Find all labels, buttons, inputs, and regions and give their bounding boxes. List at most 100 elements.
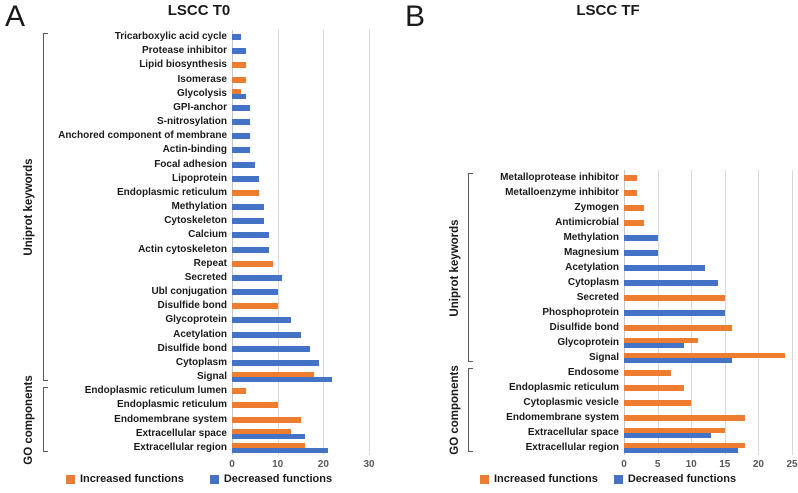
category-label: S-nitrosylation: [156, 116, 227, 127]
category-label: Extracellular space: [135, 427, 227, 439]
group-bracket-tick: [43, 33, 48, 34]
bar-increased: [624, 414, 745, 421]
gridline: [724, 170, 726, 455]
legend-decreased-label: Decreased functions: [223, 473, 333, 485]
category-label: Metalloenzyme inhibitor: [505, 187, 619, 198]
category-label: Extracellular region: [133, 441, 227, 453]
panel-a-title: LSCC T0: [167, 2, 231, 19]
category-label: Tricarboxylic acid cycle: [114, 31, 227, 42]
bar-increased: [232, 402, 278, 409]
bar-decreased: [232, 331, 301, 338]
gridline: [277, 30, 279, 455]
category-label: Calcium: [188, 229, 227, 241]
category-label: Endomembrane system: [114, 413, 227, 425]
bar-increased: [624, 174, 638, 181]
category-label: Methylation: [171, 201, 227, 212]
category-label: Disulfide bond: [157, 300, 227, 312]
category-label: Glycolysis: [176, 87, 227, 99]
x-tick-label: 20: [317, 459, 329, 470]
bar-decreased: [232, 447, 328, 453]
category-label: Endomembrane system: [506, 412, 619, 423]
category-label: Actin cytoskeleton: [138, 243, 227, 255]
bar-decreased: [232, 218, 264, 225]
category-label: Endoplasmic reticulum lumen: [84, 385, 227, 397]
bar-increased: [624, 384, 685, 391]
category-label: Glycoprotein: [165, 314, 227, 326]
legend-item-decreased: Decreased functions: [613, 473, 736, 485]
category-label: Endosome: [567, 367, 619, 378]
legend-item-increased: Increased functions: [65, 473, 184, 485]
bar-decreased: [624, 249, 658, 256]
bar-decreased: [624, 264, 705, 271]
group-bracket-tick: [43, 387, 48, 389]
group-label: GO components: [23, 374, 35, 465]
bar-increased: [624, 337, 698, 343]
decreased-swatch-icon: [209, 474, 219, 484]
bar-increased: [232, 372, 315, 378]
category-label: Lipoprotein: [172, 172, 227, 184]
category-label: GPI-anchor: [173, 101, 227, 113]
group-bracket: [468, 173, 469, 362]
category-label: Secreted: [576, 292, 619, 303]
x-tick-label: 10: [272, 459, 284, 470]
panel-b-letter: B: [405, 0, 426, 33]
group-label: GO components: [449, 365, 461, 455]
panel-a-letter: A: [5, 0, 26, 33]
bar-increased: [232, 189, 260, 196]
group-label: Uniprot keywords: [449, 218, 461, 317]
bar-decreased: [232, 359, 319, 366]
group-bracket-tick: [43, 380, 48, 382]
gridline: [323, 30, 325, 455]
panel-a: A LSCC T0 Increased functions Decreased …: [0, 0, 398, 493]
bar-increased: [624, 399, 692, 406]
group-bracket-tick: [468, 173, 473, 174]
group-bracket-tick: [468, 368, 473, 369]
bar-decreased: [624, 357, 732, 363]
bar-decreased: [232, 377, 333, 383]
group-bracket-tick: [468, 361, 473, 362]
bar-decreased: [624, 279, 719, 286]
bar-increased: [624, 369, 672, 376]
category-label: Disulfide bond: [549, 322, 619, 333]
category-label: Glycoprotein: [557, 337, 619, 348]
category-label: Protease inhibitor: [141, 45, 227, 57]
group-bracket: [43, 387, 44, 452]
category-label: Cytoplasmic vesicle: [523, 397, 619, 408]
bar-increased: [624, 324, 732, 331]
bar-decreased: [232, 93, 246, 99]
x-tick-label: 20: [752, 459, 764, 470]
category-label: Isomerase: [177, 73, 227, 85]
bar-increased: [624, 352, 786, 358]
bar-increased: [232, 303, 278, 310]
bar-decreased: [624, 447, 739, 453]
bar-increased: [232, 260, 274, 267]
category-label: Antimicrobial: [555, 217, 619, 228]
gridline: [792, 170, 793, 455]
category-label: Extracellular region: [525, 442, 619, 453]
bar-decreased: [232, 175, 260, 182]
bar-increased: [232, 62, 246, 69]
bar-increased: [232, 442, 306, 448]
x-tick-label: 15: [719, 459, 731, 470]
bar-decreased: [624, 309, 725, 316]
bar-decreased: [624, 432, 712, 438]
panel-a-legend: Increased functions Decreased functions: [0, 473, 398, 485]
bar-increased: [624, 204, 645, 211]
bar-decreased: [232, 246, 269, 253]
gridline: [758, 170, 760, 455]
category-label: Acetylation: [173, 328, 227, 340]
bar-increased: [624, 442, 745, 448]
legend-item-increased: Increased functions: [479, 473, 598, 485]
bar-decreased: [232, 119, 251, 126]
bar-decreased: [232, 161, 255, 168]
group-bracket-tick: [468, 451, 473, 452]
category-label: Disulfide bond: [157, 342, 227, 354]
x-tick-label: 10: [685, 459, 697, 470]
category-label: Actin-binding: [162, 144, 227, 156]
bar-decreased: [232, 289, 278, 296]
category-label: Ubl conjugation: [151, 286, 227, 297]
bar-decreased: [624, 234, 658, 241]
bar-decreased: [232, 204, 264, 211]
legend-increased-label: Increased functions: [79, 473, 184, 485]
category-label: Signal: [588, 352, 619, 363]
